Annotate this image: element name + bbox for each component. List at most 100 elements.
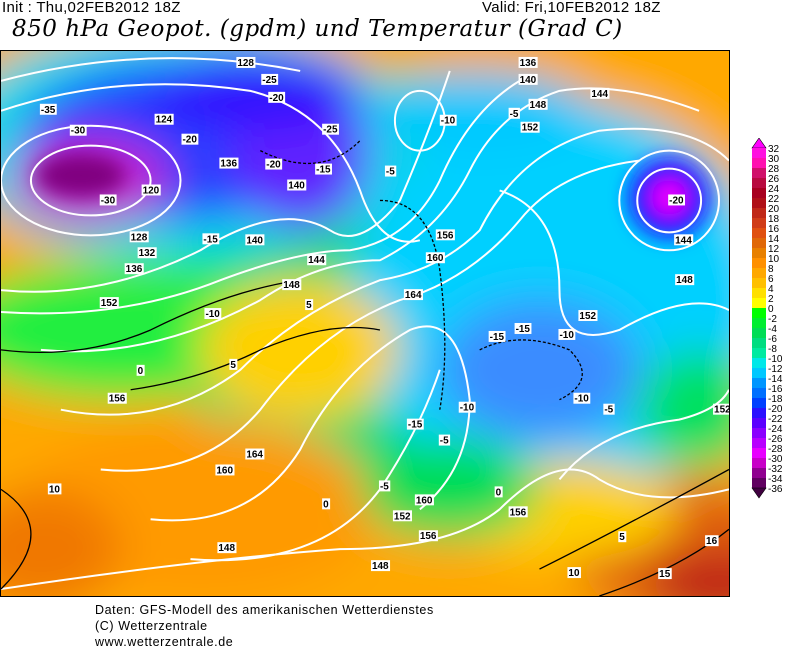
geopotential-label-bg (675, 274, 695, 286)
temperature-label-bg (558, 328, 576, 340)
colorbar-label: -4 (768, 324, 777, 335)
website: www.wetterzentrale.de (95, 635, 234, 649)
colorbar-label: -16 (768, 384, 783, 395)
temperature-label: -5 (380, 481, 389, 492)
temperature-contours (1, 140, 729, 596)
temperature-label: 5 (619, 532, 625, 543)
temperature-label-bg (494, 486, 503, 498)
geopotential-label-bg (370, 560, 391, 572)
temperature-label: -5 (440, 436, 449, 447)
colorbar-swatch (752, 338, 766, 349)
colorbar-swatch (752, 158, 766, 169)
colorbar-label: -10 (768, 354, 783, 365)
geopotential-label: 132 (139, 248, 156, 259)
temperature-field (1, 51, 729, 596)
valid-time: Valid: Fri,10FEB2012 18Z (482, 0, 661, 16)
geopotential-label-bg (154, 113, 174, 125)
geopotential-label-bg (590, 87, 610, 99)
geopotential-label: 148 (530, 100, 547, 111)
colorbar-label: 4 (768, 284, 774, 295)
colorbar-swatch (752, 378, 766, 389)
weather-map: 128 1361401441481521561601641241201281321… (0, 50, 730, 597)
geopotential-label-bg (403, 289, 423, 301)
geopotential-label: 152 (522, 123, 539, 134)
geopotential-label-bg (141, 184, 161, 196)
temperature-label: -20 (269, 93, 284, 104)
temperature-label-bg (136, 364, 145, 376)
colorbar-label: 30 (768, 154, 780, 165)
colorbar-label: -26 (768, 434, 783, 445)
geopotential-label: 128 (237, 58, 254, 69)
geopotential-label: 164 (405, 290, 422, 301)
colorbar-label: -8 (768, 344, 777, 355)
colorbar-swatch (752, 268, 766, 279)
geopotential-label-bg (528, 98, 548, 110)
geopotential-label: 128 (131, 232, 148, 243)
temperature-label-bg (204, 308, 222, 320)
temperature-label-bg (315, 163, 332, 175)
temperature-label: -10 (574, 394, 589, 405)
temperature-colorbar: 32302826242220181614121086420-2-4-6-8-10… (751, 138, 783, 499)
temperature-label: 5 (230, 360, 236, 371)
temperature-label-bg (268, 91, 286, 103)
temperature-label-bg (261, 73, 279, 85)
colorbar-label: -36 (768, 484, 783, 495)
geopotential-label: 152 (579, 311, 596, 322)
geopotential-label: 156 (109, 394, 126, 405)
geopotential-contours (1, 57, 729, 591)
temperature-label: -30 (71, 126, 86, 137)
geopotential-label: 148 (676, 275, 693, 286)
temperature-label: 0 (138, 366, 144, 377)
colorbar-label: -18 (768, 394, 783, 405)
geopotential-label-bg (287, 179, 307, 191)
temperature-label-bg (406, 418, 424, 430)
geopotential-label: 152 (394, 511, 411, 522)
colorbar-swatch (752, 318, 766, 329)
colorbar-swatch (752, 298, 766, 309)
colorbar-swatch (752, 308, 766, 319)
geopotential-label: 156 (420, 531, 437, 542)
colorbar-label: -30 (768, 454, 783, 465)
geopotential-label: 164 (246, 450, 263, 461)
geopotential-label-bg (219, 157, 239, 169)
temperature-label: -15 (203, 234, 218, 245)
colorbar-label: -12 (768, 364, 783, 375)
colorbar-swatch (752, 328, 766, 339)
geopotential-label-bg (307, 254, 327, 266)
colorbar-swatch (752, 438, 766, 449)
temperature-label: -20 (266, 160, 281, 171)
temperature-label-bg (378, 480, 391, 492)
colorbar-swatch (752, 388, 766, 399)
temperature-label: 0 (496, 487, 502, 498)
temperature-label-bg (322, 123, 339, 135)
temperature-label: -15 (408, 420, 423, 431)
geopotential-label-bg (508, 506, 528, 518)
colorbar-swatch (752, 208, 766, 219)
colorbar-swatch (752, 198, 766, 209)
temperature-label: -30 (101, 195, 116, 206)
geopotential-label: 144 (591, 89, 608, 100)
temperature-label-bg (514, 323, 532, 334)
temperature-label: -5 (386, 167, 395, 178)
temperature-label-bg (488, 330, 506, 342)
geopotential-label-bg (425, 252, 445, 264)
colorbar-arrow (751, 487, 767, 499)
colorbar-swatch (752, 408, 766, 419)
geopotential-label-bg (236, 56, 256, 68)
colorbar-label: -14 (768, 374, 783, 385)
colorbar-label: 24 (768, 184, 780, 195)
colorbar-label: 22 (768, 194, 780, 205)
geopotential-label-bg (217, 542, 237, 554)
colorbar-label: 8 (768, 264, 774, 275)
geopotential-label: 140 (288, 180, 305, 191)
temperature-label: -10 (559, 330, 574, 341)
temperature-label: 16 (706, 536, 718, 547)
colorbar-swatch (752, 468, 766, 479)
temperature-label: -20 (669, 195, 684, 206)
colorbar-swatch (752, 188, 766, 199)
colorbar-label: 18 (768, 214, 780, 225)
temperature-label: -5 (604, 405, 613, 416)
temperature-label: -25 (262, 75, 277, 86)
temperature-label-bg (603, 403, 615, 415)
temperature-label-bg (567, 567, 581, 579)
